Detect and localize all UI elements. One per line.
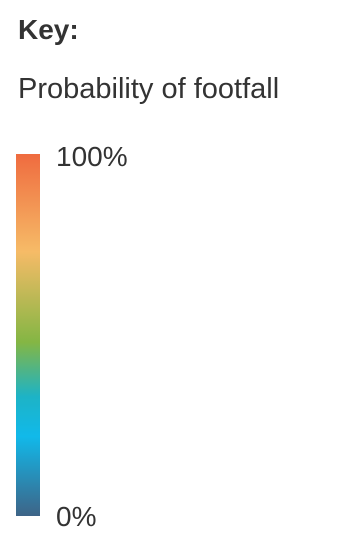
key-heading: Key: — [18, 14, 79, 45]
scale-max-label: 100% — [56, 141, 128, 172]
color-scale-bar — [16, 154, 40, 516]
color-scale-fill — [16, 154, 40, 516]
legend-title: Probability of footfall — [18, 73, 280, 105]
scale-min-label: 0% — [56, 501, 97, 532]
